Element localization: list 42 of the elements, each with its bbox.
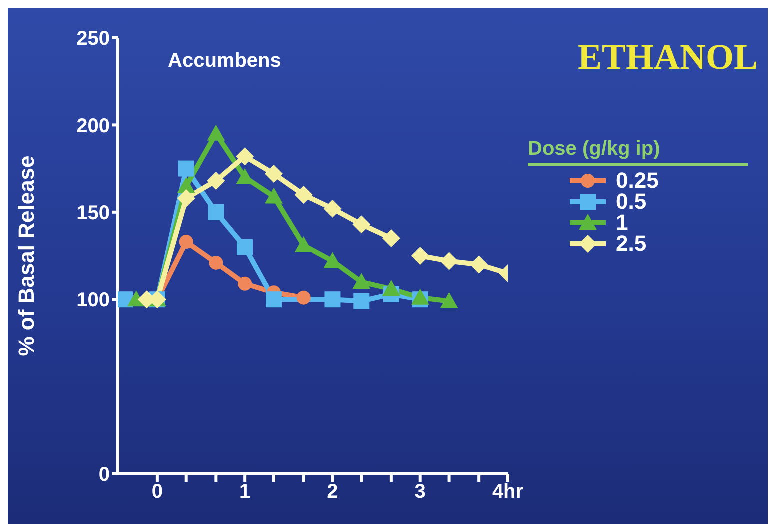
point: [238, 276, 252, 291]
point: [294, 236, 313, 253]
y-tick-label: 150: [76, 202, 110, 224]
point: [237, 239, 254, 256]
point: [324, 200, 342, 218]
point: [177, 189, 196, 208]
y-tick-label: 0: [98, 464, 110, 486]
point: [411, 247, 430, 265]
x-tick-label: 2: [327, 481, 338, 504]
y-tick-label: 100: [76, 290, 110, 312]
y-axis-title: % of Basal Release: [14, 156, 39, 356]
y-tick-label: 200: [76, 115, 110, 138]
x-tick-label: 3: [414, 481, 426, 504]
point: [352, 273, 371, 290]
legend-title: Dose (g/kg ip): [528, 138, 748, 166]
point: [294, 186, 313, 204]
x-tick-label: 0: [152, 481, 163, 504]
point: [440, 292, 458, 308]
point: [440, 252, 458, 270]
point: [470, 256, 488, 274]
point: [179, 235, 194, 250]
point: [209, 256, 224, 270]
point: [411, 288, 430, 305]
point: [266, 292, 282, 308]
x-tick-label: 4hr: [492, 481, 524, 504]
text: ETHANOL: [578, 36, 758, 78]
point: [324, 292, 341, 308]
point: [236, 148, 254, 166]
point: [208, 204, 224, 220]
y-tick-label: 250: [76, 28, 110, 50]
point: [354, 293, 370, 310]
point: [352, 216, 371, 234]
annotation: Accumbens: [168, 50, 282, 73]
point: [265, 188, 283, 204]
point: [265, 165, 283, 184]
point: [296, 290, 311, 305]
point: [207, 124, 226, 141]
point: [207, 172, 226, 190]
x-tick-label: 1: [240, 481, 251, 504]
point: [382, 230, 400, 248]
point: [178, 160, 194, 177]
point: [382, 280, 400, 296]
